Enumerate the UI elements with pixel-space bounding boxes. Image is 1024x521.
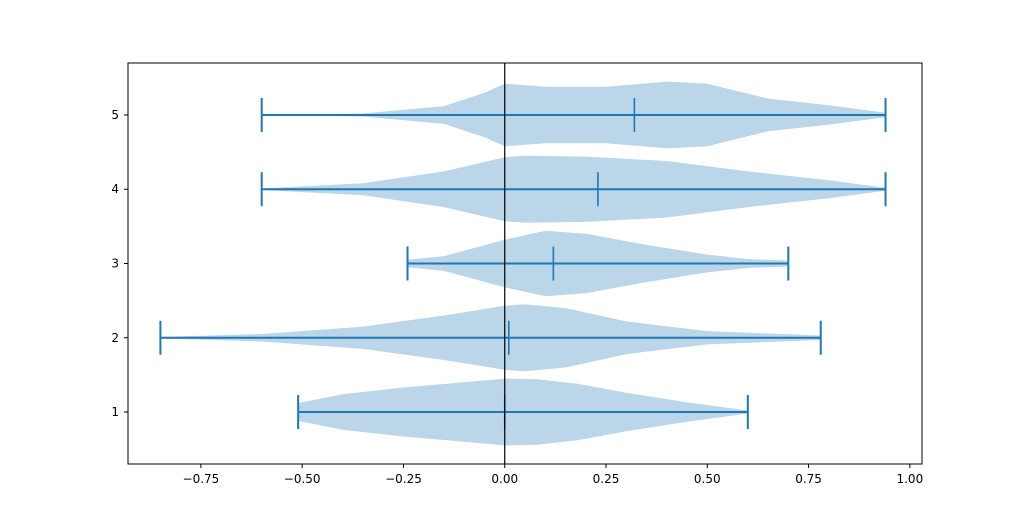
y-tick-label: 3 (111, 257, 119, 271)
x-tick-label: 0.00 (491, 472, 518, 486)
y-tick-label: 5 (111, 108, 119, 122)
x-tick-label: 1.00 (896, 472, 923, 486)
x-tick-label: 0.25 (593, 472, 620, 486)
x-tick-label: −0.25 (385, 472, 422, 486)
x-tick-label: 0.75 (795, 472, 822, 486)
y-tick-label: 1 (111, 405, 119, 419)
x-tick-label: −0.50 (284, 472, 321, 486)
y-tick-label: 2 (111, 331, 119, 345)
x-tick-label: 0.50 (694, 472, 721, 486)
x-tick-label: −0.75 (183, 472, 220, 486)
y-tick-label: 4 (111, 182, 119, 196)
